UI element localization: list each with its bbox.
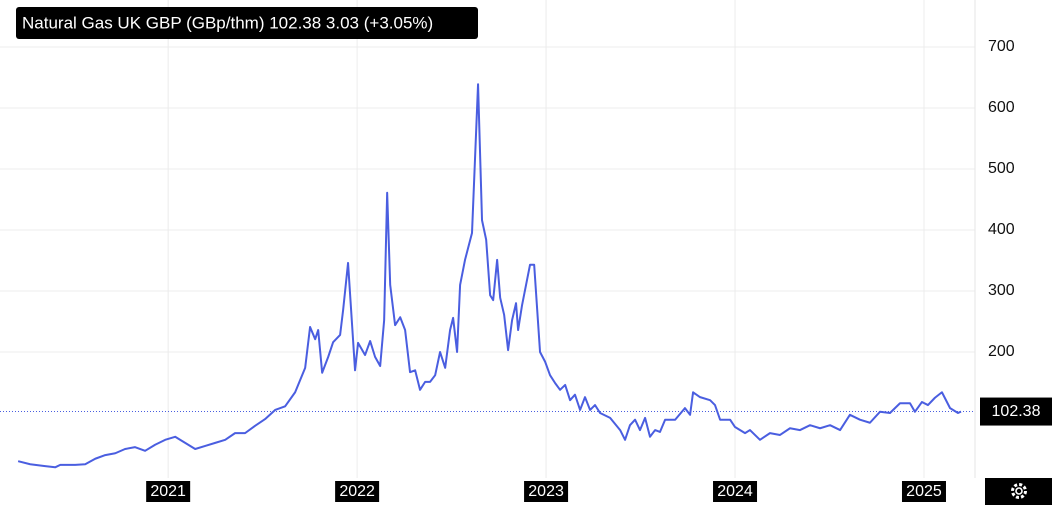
y-tick-label: 600 bbox=[988, 99, 1015, 116]
chart-title: Natural Gas UK GBP (GBp/thm) 102.38 3.03… bbox=[22, 13, 433, 32]
x-tick-box bbox=[146, 481, 191, 502]
price-line bbox=[17, 83, 962, 469]
x-tick-label: 2024 bbox=[717, 483, 753, 500]
x-tick-label: 2023 bbox=[528, 483, 564, 500]
x-tick-label: 2022 bbox=[339, 483, 375, 500]
y-tick-label: 500 bbox=[988, 160, 1015, 177]
gear-teeth bbox=[1011, 483, 1027, 499]
x-tick-label: 2025 bbox=[906, 483, 942, 500]
x-tick-label: 2021 bbox=[150, 483, 186, 500]
last-value-box bbox=[980, 397, 1052, 426]
x-tick-box bbox=[524, 481, 569, 502]
gear-hub bbox=[1015, 487, 1023, 495]
x-tick-box bbox=[901, 481, 946, 502]
settings-button[interactable] bbox=[985, 478, 1052, 505]
x-tick-box bbox=[335, 481, 380, 502]
last-value-label: 102.38 bbox=[992, 403, 1041, 420]
y-tick-label: 700 bbox=[988, 38, 1015, 55]
y-tick-label: 200 bbox=[988, 343, 1015, 360]
settings-icon[interactable] bbox=[1011, 483, 1027, 499]
x-tick-box bbox=[713, 481, 758, 502]
grid bbox=[0, 0, 975, 478]
title-box bbox=[16, 7, 478, 39]
plot-area bbox=[0, 83, 975, 469]
y-tick-label: 300 bbox=[988, 282, 1015, 299]
y-tick-label: 400 bbox=[988, 221, 1015, 238]
